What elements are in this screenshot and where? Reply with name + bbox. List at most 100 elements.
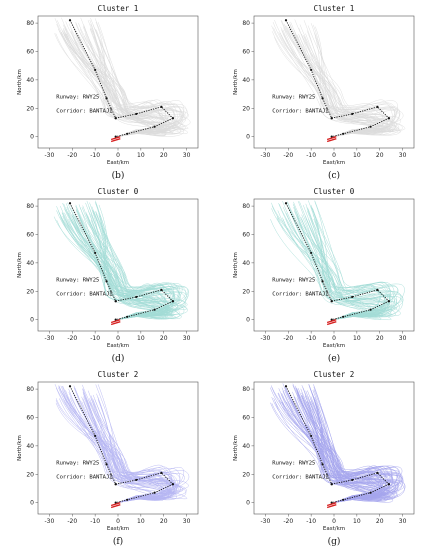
- track-bundle: [54, 17, 191, 137]
- flight-track: [97, 21, 174, 137]
- panel-caption: (c): [328, 170, 340, 181]
- y-tick-label: 80: [26, 386, 34, 393]
- flight-track: [95, 203, 181, 320]
- flight-track: [92, 394, 167, 503]
- x-axis-label: East/km: [107, 526, 129, 532]
- flight-track: [85, 202, 172, 320]
- flight-track: [287, 201, 386, 320]
- flight-track: [296, 390, 385, 503]
- track-bundle: [269, 383, 406, 503]
- y-axis-label: North/km: [17, 435, 23, 461]
- x-axis-label: East/km: [323, 160, 345, 166]
- y-axis-label: North/km: [233, 252, 239, 278]
- flight-track: [83, 394, 189, 503]
- flight-track: [53, 216, 178, 320]
- route-waypoint: [284, 202, 288, 205]
- panel-caption: (b): [112, 170, 125, 181]
- flight-track: [297, 390, 386, 503]
- route-waypoint: [94, 434, 97, 438]
- chart-panel: Cluster 2 -30 -20 -10 0 10 20 30 0 20 40 60 80 East/k…: [233, 370, 415, 547]
- route-downwind: [115, 289, 174, 302]
- flight-track: [64, 208, 171, 320]
- runway-annotation: Runway: RWY25: [56, 277, 99, 283]
- plot-area: [54, 17, 191, 143]
- flight-track: [82, 388, 176, 503]
- flight-track: [296, 215, 390, 320]
- flight-track: [301, 395, 394, 503]
- route-waypoint: [342, 315, 345, 318]
- flight-track: [61, 32, 184, 137]
- x-tick-label: 0: [116, 518, 120, 525]
- flight-track: [270, 402, 389, 503]
- x-tick-label: -10: [90, 152, 100, 159]
- x-axis-label: East/km: [323, 526, 345, 532]
- flight-track: [304, 395, 400, 503]
- flight-track: [304, 36, 401, 137]
- flight-track: [297, 388, 384, 503]
- flight-track: [54, 384, 187, 503]
- y-tick-label: 20: [26, 288, 34, 295]
- flight-track: [71, 219, 168, 320]
- flight-track: [307, 390, 394, 503]
- plot-area: [270, 200, 405, 326]
- flight-track: [61, 212, 171, 320]
- y-tick-label: 0: [246, 317, 250, 324]
- flight-track: [72, 35, 185, 137]
- route-waypoint: [153, 308, 156, 311]
- flight-track: [299, 35, 391, 137]
- flight-track: [96, 33, 179, 137]
- flight-track: [58, 387, 190, 503]
- flight-track: [81, 219, 166, 320]
- track-bundle: [270, 200, 405, 320]
- flight-track: [309, 387, 399, 503]
- flight-track: [286, 201, 381, 320]
- flight-track: [65, 203, 169, 320]
- x-tick-label: 30: [183, 518, 191, 525]
- y-tick-label: 0: [246, 134, 250, 141]
- x-tick-label: 20: [376, 518, 384, 525]
- flight-track: [305, 217, 384, 320]
- route-waypoint: [171, 117, 174, 120]
- x-tick-label: 20: [160, 335, 168, 342]
- x-tick-label: 0: [332, 152, 336, 159]
- x-tick-label: -30: [261, 518, 271, 525]
- flight-track: [310, 23, 394, 137]
- panel-caption: (f): [113, 536, 123, 547]
- flight-track: [292, 391, 405, 503]
- y-tick-label: 20: [242, 471, 250, 478]
- flight-track: [288, 27, 394, 137]
- flight-track: [75, 204, 173, 320]
- flight-track: [97, 384, 175, 503]
- chart-panel: Cluster 2 -30 -20 -10 0 10 20 30 0 20 40 60 80 East/k…: [17, 370, 199, 547]
- flight-track: [310, 206, 397, 320]
- flight-track: [56, 219, 175, 320]
- corridor-annotation: Corridor: BANTAJI: [56, 292, 112, 298]
- flight-track: [82, 205, 166, 320]
- flight-track: [308, 384, 393, 503]
- flight-track: [74, 387, 179, 503]
- runway-mark: [110, 503, 121, 509]
- y-tick-label: 40: [26, 77, 34, 84]
- flight-track: [95, 21, 167, 137]
- x-tick-label: 30: [399, 152, 407, 159]
- route-waypoint: [105, 97, 108, 100]
- route-downwind: [331, 289, 390, 302]
- flight-track: [60, 205, 166, 320]
- flight-track: [282, 29, 396, 137]
- flight-track: [289, 209, 386, 320]
- flight-track: [57, 20, 189, 137]
- flight-track: [80, 17, 162, 137]
- flight-track: [86, 213, 169, 320]
- route-waypoint: [160, 105, 163, 108]
- flight-track: [58, 386, 172, 503]
- flight-track: [300, 388, 381, 503]
- flight-track: [54, 33, 183, 137]
- y-tick-label: 60: [26, 414, 34, 421]
- flight-track: [285, 387, 388, 503]
- route-downwind: [331, 106, 390, 119]
- x-tick-label: -20: [283, 335, 293, 342]
- flight-track: [62, 24, 175, 137]
- flight-track: [95, 384, 175, 503]
- flight-track: [293, 396, 383, 503]
- y-tick-label: 20: [242, 288, 250, 295]
